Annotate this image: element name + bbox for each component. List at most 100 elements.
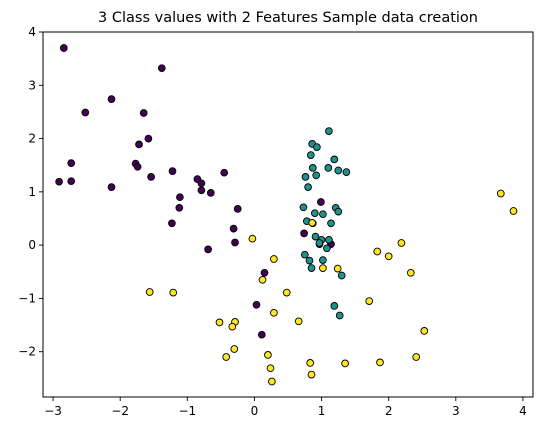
- x-tick-label: 1: [318, 404, 326, 418]
- data-point-class-1: [342, 168, 351, 176]
- data-point-class-2: [294, 317, 303, 326]
- y-tick-label: 0: [28, 238, 36, 252]
- data-point-class-1: [324, 164, 333, 172]
- data-point-class-2: [365, 297, 374, 305]
- data-point-class-1: [312, 171, 321, 180]
- data-point-class-2: [248, 234, 257, 243]
- data-point-class-2: [373, 247, 382, 256]
- data-point-class-0: [197, 186, 206, 195]
- data-point-class-0: [133, 162, 142, 171]
- data-point-class-0: [67, 177, 76, 186]
- data-point-class-1: [305, 256, 314, 265]
- data-point-class-1: [325, 127, 333, 135]
- data-point-class-0: [204, 245, 212, 254]
- data-point-class-0: [317, 198, 325, 206]
- data-point-class-2: [270, 308, 278, 317]
- data-point-class-1: [304, 183, 312, 191]
- x-tick-label: 2: [385, 404, 393, 418]
- data-point-class-0: [231, 238, 239, 247]
- x-tick-label: −1: [178, 404, 196, 418]
- data-point-class-1: [330, 155, 339, 164]
- data-point-class-0: [81, 108, 90, 117]
- data-point-class-2: [307, 370, 316, 379]
- data-point-class-0: [59, 44, 68, 52]
- data-point-class-1: [337, 271, 346, 280]
- data-point-class-0: [206, 189, 215, 197]
- data-point-class-0: [157, 64, 166, 73]
- data-point-class-1: [313, 143, 321, 151]
- data-point-class-2: [266, 364, 275, 373]
- data-point-class-0: [252, 300, 261, 309]
- x-tick-label: 4: [519, 404, 527, 418]
- data-point-class-0: [300, 229, 308, 238]
- data-point-class-2: [282, 288, 291, 297]
- data-point-class-2: [341, 359, 349, 368]
- data-point-class-0: [135, 140, 143, 149]
- data-point-class-0: [144, 134, 153, 143]
- y-tick-label: −1: [18, 291, 36, 305]
- data-point-class-2: [222, 353, 231, 361]
- data-point-class-0: [107, 183, 116, 191]
- y-tick-label: 1: [28, 185, 36, 199]
- data-point-class-1: [306, 151, 315, 159]
- data-point-class-1: [327, 219, 335, 228]
- data-point-class-2: [308, 218, 317, 227]
- data-point-class-0: [233, 205, 242, 213]
- data-point-class-2: [145, 288, 154, 296]
- data-point-class-2: [230, 345, 239, 353]
- data-point-class-0: [139, 109, 148, 117]
- data-point-class-2: [228, 322, 237, 331]
- data-point-class-0: [220, 168, 229, 177]
- data-point-class-1: [310, 209, 319, 218]
- y-tick-label: −2: [18, 345, 36, 359]
- data-point-class-0: [55, 177, 63, 186]
- y-tick-label: 3: [28, 78, 36, 92]
- data-point-class-1: [301, 173, 310, 181]
- data-point-class-0: [168, 167, 177, 175]
- data-point-class-2: [496, 189, 505, 198]
- data-point-class-0: [67, 159, 76, 167]
- data-point-class-2: [376, 358, 384, 367]
- data-point-class-2: [384, 252, 393, 261]
- data-point-class-2: [333, 264, 342, 273]
- data-point-class-0: [107, 95, 116, 103]
- data-point-class-0: [260, 268, 269, 277]
- x-tick-label: 3: [452, 404, 460, 418]
- data-point-class-1: [319, 256, 327, 264]
- chart-title: 3 Class values with 2 Features Sample da…: [98, 10, 478, 26]
- data-point-class-1: [330, 302, 339, 310]
- data-point-class-1: [300, 250, 309, 259]
- data-point-class-2: [420, 327, 429, 335]
- data-point-class-0: [147, 173, 155, 181]
- data-point-class-2: [215, 318, 224, 327]
- data-point-class-2: [306, 359, 315, 367]
- data-point-class-2: [397, 239, 406, 247]
- data-point-class-0: [257, 330, 266, 339]
- data-point-class-1: [308, 164, 317, 172]
- data-point-class-1: [299, 203, 308, 212]
- data-point-class-0: [229, 224, 238, 233]
- data-point-class-1: [334, 207, 343, 216]
- y-tick-label: 2: [28, 132, 36, 146]
- data-point-class-0: [175, 203, 184, 212]
- y-axis: −2 −1 0 1 2 3 4: [18, 25, 43, 359]
- data-points: [55, 44, 518, 386]
- data-point-class-2: [406, 268, 415, 277]
- data-point-class-1: [319, 210, 327, 219]
- data-point-class-1: [325, 235, 333, 244]
- data-point-class-2: [412, 353, 421, 361]
- data-point-class-1: [311, 232, 320, 241]
- data-point-class-2: [258, 275, 267, 284]
- data-point-class-1: [334, 166, 343, 175]
- data-point-class-0: [176, 193, 184, 202]
- x-tick-label: −2: [111, 404, 129, 418]
- data-point-class-1: [315, 239, 324, 247]
- x-axis: −3 −2 −1 0 1 2 3 4: [44, 397, 527, 418]
- data-point-class-1: [307, 264, 316, 272]
- data-point-class-0: [197, 179, 206, 188]
- data-point-class-1: [323, 244, 331, 253]
- data-point-class-2: [270, 255, 278, 263]
- data-point-class-1: [335, 311, 344, 320]
- data-point-class-2: [319, 264, 327, 272]
